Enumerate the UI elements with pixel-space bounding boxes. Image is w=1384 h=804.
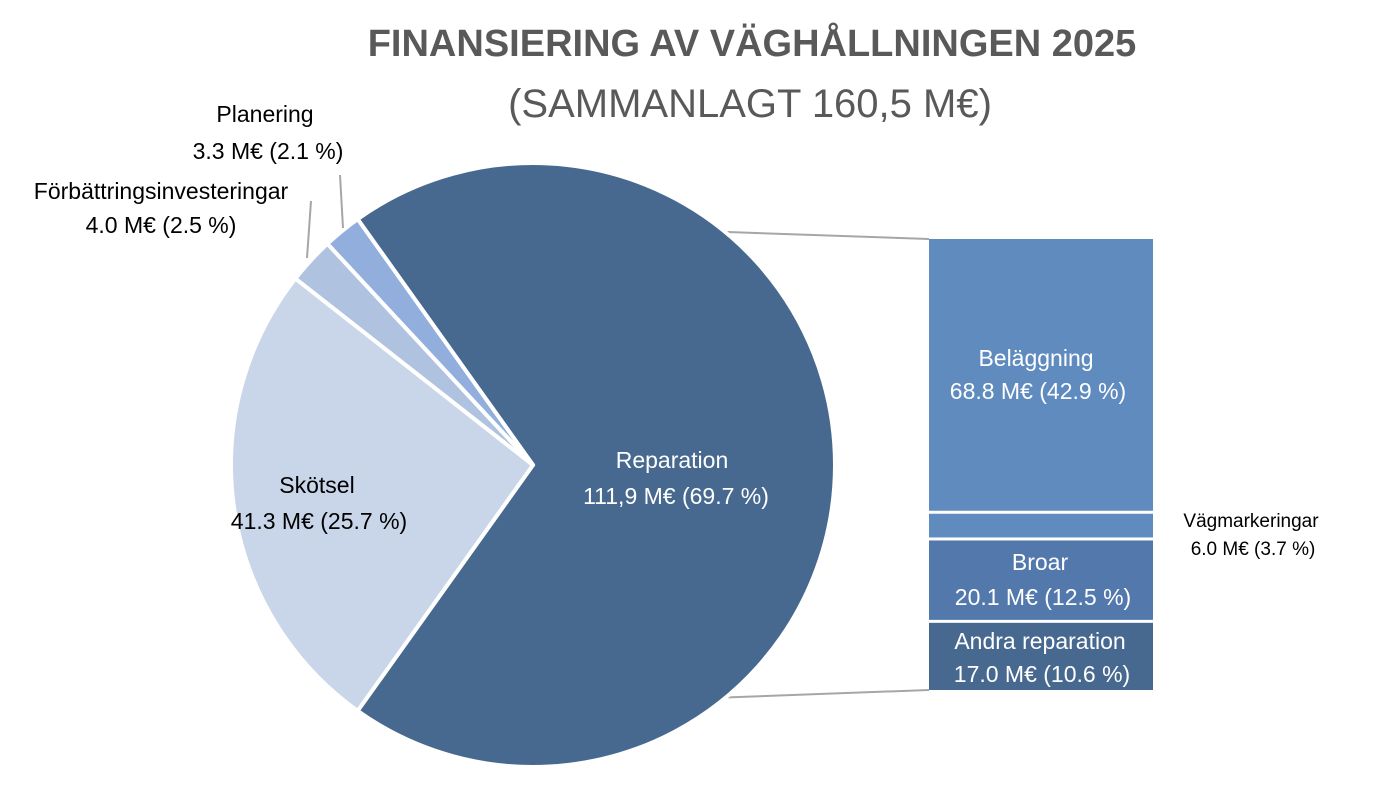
bar-label-broar: Broar <box>1012 549 1069 575</box>
bar-value-andra-reparation: 17.0 M€ (10.6 %) <box>954 661 1130 687</box>
leader-line-planering <box>339 174 344 229</box>
pie <box>229 161 837 769</box>
bar-value-vagmarkeringar: 6.0 M€ (3.7 %) <box>1191 539 1316 560</box>
bar-value-belaggning: 68.8 M€ (42.9 %) <box>950 378 1126 404</box>
slice-value-reparation: 111,9 M€ (69.7 %) <box>583 483 769 509</box>
bar-segment-v-gmarkeringar <box>929 513 1153 538</box>
bar-segment-bel-ggning <box>929 239 1153 511</box>
pie-slice-reparation <box>355 161 837 769</box>
slice-label-reparation: Reparation <box>616 447 729 473</box>
slice-label-planering: Planering <box>216 101 313 127</box>
slice-label-forbattringsinvesteringar: Förbättringsinvesteringar <box>34 178 289 204</box>
bar-segment-broar <box>929 540 1153 620</box>
bar-label-vagmarkeringar: Vägmarkeringar <box>1183 511 1319 532</box>
chart-title: FINANSIERING AV VÄGHÅLLNINGEN 2025 <box>368 21 1137 65</box>
bar-label-belaggning: Beläggning <box>978 345 1093 371</box>
breakdown-bar <box>929 239 1153 690</box>
slice-value-forbattringsinvesteringar: 4.0 M€ (2.5 %) <box>86 212 237 238</box>
slice-value-planering: 3.3 M€ (2.1 %) <box>193 138 344 164</box>
chart-subtitle: (SAMMANLAGT 160,5 M€) <box>508 82 992 126</box>
slice-label-skotsel: Skötsel <box>279 472 354 498</box>
pie-slice-planering <box>325 217 535 467</box>
leader-line-forbattringsinvesteringar <box>306 200 312 259</box>
pie-slice-sk-tsel <box>229 276 535 713</box>
bar-value-broar: 20.1 M€ (12.5 %) <box>955 584 1131 610</box>
bar-label-andra-reparation: Andra reparation <box>954 628 1125 654</box>
slice-value-skotsel: 41.3 M€ (25.7 %) <box>231 508 407 534</box>
bar-segment-andra-reparation <box>929 622 1153 690</box>
